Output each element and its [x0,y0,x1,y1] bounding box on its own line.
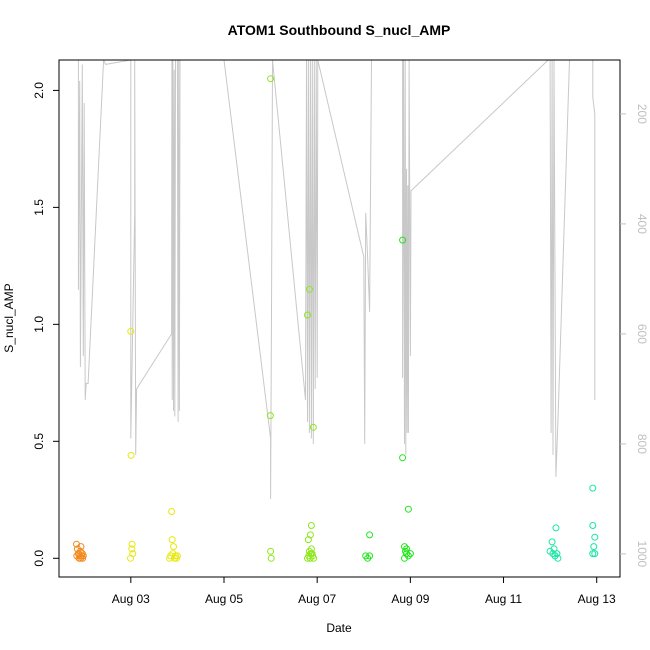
data-point [307,522,315,529]
data-point [399,454,407,462]
data-point [305,285,313,293]
data-point [404,505,412,513]
y-axis-label: S_nucl_AMP [2,283,16,352]
data-point [399,236,407,244]
right-y-tick-label: 400 [635,214,649,234]
x-tick-label: Aug 13 [578,592,616,606]
data-point [304,311,311,319]
data-point [366,552,374,560]
depth-track-lines [77,59,596,499]
y-tick-label: 1.5 [32,199,46,216]
data-point [129,550,137,558]
x-tick-label: Aug 11 [485,592,522,606]
data-point [552,524,560,532]
data-point [549,550,557,558]
x-axis-label: Date [326,621,352,635]
data-point [548,538,556,546]
y-tick-label: 1.0 [32,316,46,333]
x-tick-label: Aug 07 [298,592,336,606]
data-point [267,547,275,555]
data-point [168,508,176,515]
data-points [73,75,599,562]
data-point [173,552,181,560]
data-point [77,543,85,551]
data-point [128,545,136,553]
y-axis-right: 200 400 600 800 1000 [620,104,649,568]
data-point [306,531,314,539]
data-point [170,543,177,551]
data-point [402,547,409,555]
y-tick-label: 2.0 [32,82,46,99]
data-point [589,522,597,529]
y-axis: 0.0 0.5 1.0 1.5 2.0 [32,82,59,567]
data-point [307,550,315,558]
data-point [77,554,85,562]
plot-frame [58,59,621,578]
data-point [553,550,561,558]
right-y-tick-label: 1000 [635,541,649,568]
data-point [127,451,135,459]
data-point [554,554,562,562]
x-tick-label: Aug 03 [112,592,150,606]
data-point [307,545,315,553]
data-point [267,75,275,83]
data-point [267,554,275,562]
x-tick-label: Aug 09 [391,592,429,606]
data-point [591,550,599,558]
data-point [127,327,135,335]
data-point [168,536,176,544]
data-point [591,533,599,541]
right-y-tick-label: 600 [635,324,649,344]
chart-title: ATOM1 Southbound S_nucl_AMP [228,22,451,38]
data-point [589,550,597,558]
data-point [128,540,136,548]
data-point [590,543,598,551]
data-point [79,554,87,562]
data-point [309,423,317,431]
x-axis: Aug 03 Aug 05 Aug 07 Aug 09 Aug 11 Aug 13 [112,576,616,606]
data-point [589,484,597,492]
data-point [75,550,83,558]
x-tick-label: Aug 05 [205,592,243,606]
right-y-tick-label: 800 [635,434,649,454]
depth-track-line [77,59,596,499]
y-tick-label: 0.0 [32,550,46,567]
y-tick-label: 0.5 [32,433,46,450]
data-point [366,531,374,539]
right-y-tick-label: 200 [635,104,649,124]
data-point [266,412,274,420]
data-point [304,536,312,544]
data-point [401,543,408,551]
